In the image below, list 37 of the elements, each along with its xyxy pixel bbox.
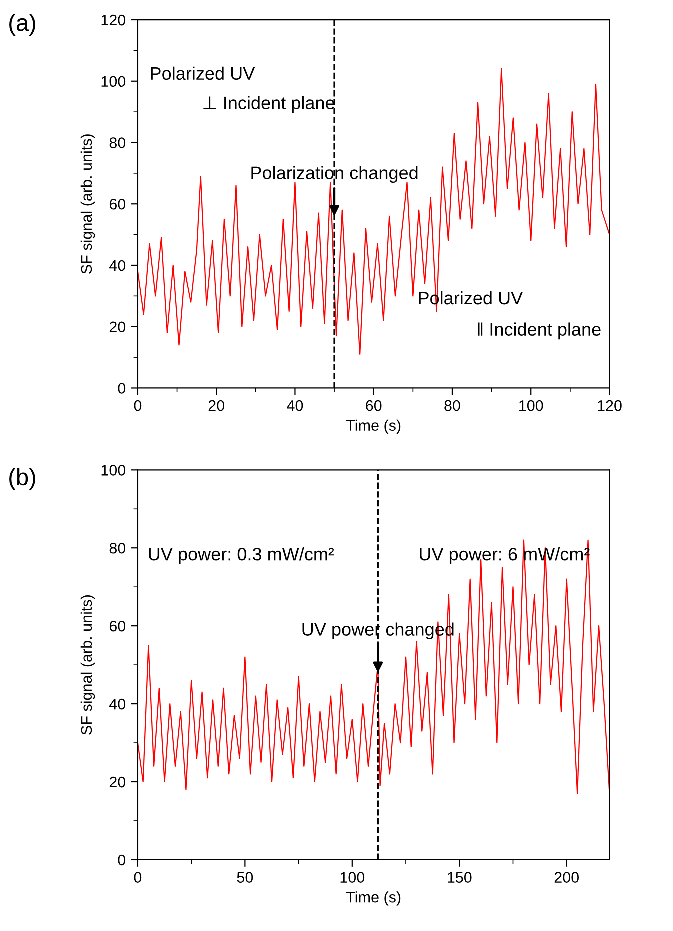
x-tick-label: 60 (366, 400, 382, 412)
annotation: Polarized UV (151, 66, 256, 80)
y-tick-label: 60 (110, 620, 126, 632)
y-axis-title: SF signal (arb. units) (80, 596, 96, 735)
x-tick-label: 80 (444, 400, 460, 412)
y-tick-label: 20 (110, 322, 126, 333)
y-tick-label: 80 (110, 138, 126, 148)
y-tick-label: 100 (102, 76, 126, 88)
y-tick-label: 120 (102, 14, 126, 26)
x-tick-label: 50 (237, 872, 254, 883)
annotation: ⊥ Incident plane (204, 96, 334, 114)
y-tick-label: 60 (110, 198, 126, 210)
annotation: UV power: 0.3 mW/cm² (149, 548, 334, 564)
x-axis-title: Time (s) (346, 892, 401, 906)
text: (a) (10, 14, 36, 36)
x-axis-title: Time (s) (346, 420, 401, 434)
line-series (138, 540, 610, 794)
y-tick-label: 0 (118, 854, 126, 866)
y-tick-label: 80 (110, 542, 126, 554)
x-tick-label: 100 (340, 872, 365, 883)
y-tick-label: 20 (110, 776, 126, 788)
y-tick-label: 0 (118, 383, 126, 394)
x-tick-label: 0 (134, 400, 142, 412)
line-series (138, 68, 610, 356)
y-axis-title: SF signal (arb. units) (80, 134, 96, 274)
y-tick-label: 100 (102, 465, 126, 476)
x-tick-label: 40 (287, 400, 304, 412)
x-tick-label: 100 (520, 400, 544, 412)
x-tick-label: 150 (448, 872, 472, 883)
x-tick-label: 0 (134, 872, 142, 883)
y-tick-label: 40 (110, 260, 126, 272)
x-tick-label: 20 (208, 400, 224, 412)
x-tick-label: 120 (598, 400, 622, 412)
y-tick-label: 40 (110, 698, 126, 710)
annotation: ‖ Incident plane (478, 322, 601, 340)
text: (b) (10, 468, 36, 490)
x-tick-label: 200 (554, 872, 579, 883)
